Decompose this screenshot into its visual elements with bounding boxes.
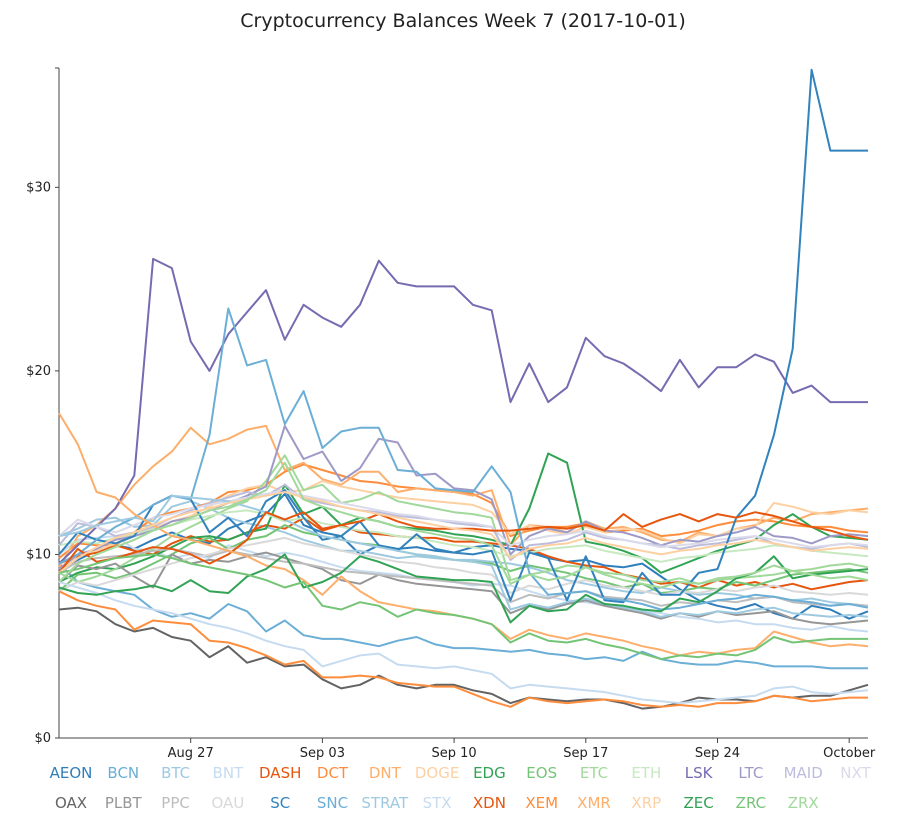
series-line-sc	[58, 68, 868, 604]
legend-item-btc[interactable]: BTC	[161, 764, 190, 782]
series-line-snc	[58, 307, 869, 611]
legend-item-xmr[interactable]: XMR	[577, 794, 611, 812]
legend-item-plbt[interactable]: PLBT	[105, 794, 143, 812]
legend-item-snc[interactable]: SNC	[317, 794, 348, 812]
x-tick-label: Aug 27	[168, 746, 214, 761]
y-tick-label: $10	[26, 547, 51, 562]
series-line-edg	[58, 452, 869, 583]
legend-item-maid[interactable]: MAID	[784, 764, 823, 782]
series-line-ppc	[58, 547, 869, 607]
series-line-plbt	[58, 551, 869, 626]
legend: AEON BCN BTC BNT DASH DCT DNT DOGE EDG EOS ETC ETH L…	[50, 764, 872, 812]
legend-item-etc[interactable]: ETC	[580, 764, 608, 782]
legend-item-doge[interactable]: DOGE	[415, 764, 459, 782]
legend-item-edg[interactable]: EDG	[473, 764, 506, 782]
series-line-stx	[58, 581, 869, 705]
series-line-etc	[58, 454, 869, 585]
legend-item-zec[interactable]: ZEC	[683, 794, 713, 812]
legend-item-bcn[interactable]: BCN	[107, 764, 139, 782]
series-line-xrp	[58, 491, 869, 574]
legend-item-ltc[interactable]: LTC	[738, 764, 763, 782]
axes: $0 $10 $20 $30 Aug 27 Sep 03 Sep 10 Sep 17 Sep 2…	[26, 67, 876, 761]
legend-item-aeon[interactable]: AEON	[50, 764, 93, 782]
x-tick-label: Sep 17	[563, 746, 608, 761]
plot-area	[58, 68, 869, 710]
legend-item-zrx[interactable]: ZRX	[788, 794, 819, 812]
legend-item-sc[interactable]: SC	[270, 794, 290, 812]
x-tick-label: Sep 24	[695, 746, 740, 761]
x-tick-label: Sep 03	[300, 746, 345, 761]
legend-item-strat[interactable]: STRAT	[361, 794, 409, 812]
legend-item-dnt[interactable]: DNT	[369, 764, 402, 782]
legend-item-eos[interactable]: EOS	[526, 764, 557, 782]
series-line-bcn	[58, 562, 868, 670]
legend-item-dash[interactable]: DASH	[259, 764, 301, 782]
legend-item-stx[interactable]: STX	[423, 794, 452, 812]
legend-item-dct[interactable]: DCT	[317, 764, 349, 782]
y-tick-label: $30	[26, 180, 51, 195]
series-line-lsk	[58, 257, 868, 565]
chart-title: Cryptocurrency Balances Week 7 (2017-10-…	[240, 10, 685, 32]
legend-item-zrc[interactable]: ZRC	[736, 794, 766, 812]
series-line-doge	[58, 480, 869, 574]
series-line-xem	[58, 590, 868, 708]
series-line-zrx	[58, 461, 869, 589]
series-line-zrc	[58, 553, 868, 661]
y-tick-label: $20	[26, 364, 51, 379]
series-line-zec	[58, 553, 869, 624]
legend-item-xrp[interactable]: XRP	[631, 794, 661, 812]
legend-item-oau[interactable]: OAU	[212, 794, 245, 812]
series-line-oau	[58, 536, 869, 596]
legend-item-bnt[interactable]: BNT	[213, 764, 245, 782]
series-line-maid	[58, 483, 869, 561]
series-line-oax	[58, 606, 869, 710]
series-line-eth	[58, 509, 869, 563]
x-tick-label: October	[823, 746, 876, 761]
legend-item-eth[interactable]: ETH	[631, 764, 661, 782]
x-tick-label: Sep 10	[431, 746, 476, 761]
legend-item-xem[interactable]: XEM	[525, 794, 558, 812]
y-tick-label: $0	[34, 731, 51, 746]
legend-item-ppc[interactable]: PPC	[161, 794, 190, 812]
series-line-nxt	[58, 489, 869, 549]
legend-item-oax[interactable]: OAX	[55, 794, 87, 812]
series-line-strat	[58, 494, 869, 618]
legend-item-xdn[interactable]: XDN	[473, 794, 506, 812]
legend-item-lsk[interactable]: LSK	[685, 764, 714, 782]
legend-item-nxt[interactable]: NXT	[840, 764, 871, 782]
